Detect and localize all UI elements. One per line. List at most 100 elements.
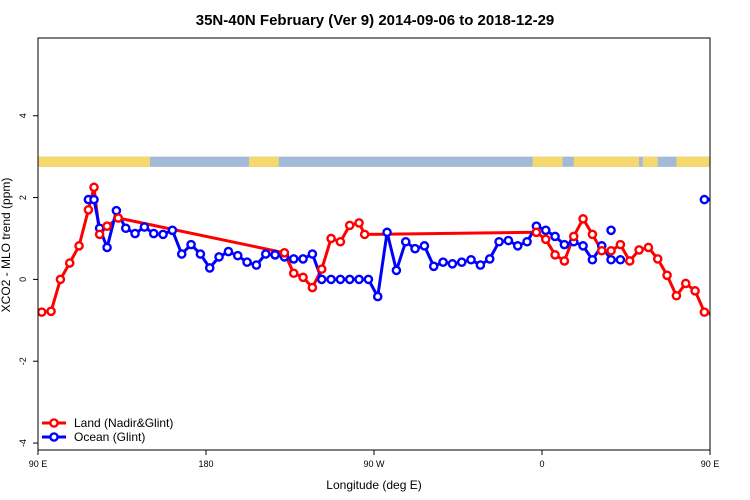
ocean-series-point [176,249,187,259]
land-series-point [729,276,736,283]
land-series-point [113,213,124,223]
x-tick-label: 180 [198,459,213,469]
ocean-series-point [512,241,523,251]
land-band-segment [573,156,640,167]
land-series-point [359,229,370,240]
land-series-point [719,309,726,316]
ocean-series-point [130,228,140,239]
y-axis: -4 -2 0 2 4 [18,113,38,447]
land-band-segment [532,156,563,167]
land-series-point [307,282,318,293]
land-series-point [540,234,551,245]
ocean-series-point [204,263,215,273]
land-series-point [708,311,710,318]
y-axis-label: XCO2 - MLO trend (ppm) [0,178,13,313]
land-series-point [83,205,94,215]
ocean-series-point [503,235,514,246]
ocean-series-point [363,274,374,285]
ocean-series-point [382,227,392,238]
land-series-point [64,258,75,268]
ocean-series-point [587,254,598,265]
ocean-series-point [372,291,383,302]
ocean-series-point [288,254,299,264]
legend-land-marker [49,418,59,428]
land-series-point [738,259,745,266]
ocean-series-point [447,259,458,269]
ocean-series-point [167,225,178,236]
ocean-series-point [223,246,234,257]
ocean-series-point [335,274,346,285]
ocean-series-point [242,257,252,268]
land-series-point [335,236,346,247]
land-band-segment [642,156,658,167]
ocean-series-point [466,254,476,265]
land-series-point [615,239,626,250]
ocean-series-point [251,260,262,270]
ocean-series-point [186,239,196,250]
land-series-point [634,245,644,255]
ocean-series-point [475,260,486,270]
ocean-series-point [738,207,745,214]
ocean-series-point [158,229,168,240]
land-series-point [596,245,607,256]
land-series-point [662,270,672,281]
land-series-point [326,233,336,244]
x-tick-label: 90 E [29,459,48,469]
y-tick-label: -4 [18,439,28,447]
plot-frame [37,37,711,451]
ocean-series-point [729,244,736,251]
land-series-point [46,306,56,317]
land-series-point [316,264,327,274]
land-series-point [298,272,308,283]
ocean-series-point [260,249,271,259]
legend-ocean-label: Ocean (Glint) [74,430,145,444]
chart-title: 35N-40N February (Ver 9) 2014-09-06 to 2… [196,12,555,29]
ocean-series-point [494,236,504,247]
x-tick-label: 0 [539,459,544,469]
land-series-point [94,229,105,240]
land-series-point [55,274,66,285]
legend: Land (Nadir&Glint) Ocean (Glint) [42,416,173,444]
land-band-segment [676,156,710,167]
ocean-band [38,156,710,167]
land-series-point [587,229,598,240]
land-series-point [680,278,691,289]
ocean-series-point [344,274,355,285]
y-tick-label: -2 [18,357,28,365]
ocean-series-point [419,241,430,251]
ocean-series-point [139,222,150,232]
land-series-point [344,220,355,231]
legend-land-label: Land (Nadir&Glint) [74,416,173,430]
series-layer [38,182,745,318]
land-series-point [279,247,290,258]
land-series-point [699,307,710,317]
land-series-point [288,268,299,279]
land-series-point [624,256,635,266]
land-band-segment [248,156,279,167]
ocean-series-point [578,241,588,251]
land-series-point [652,254,663,264]
land-series-point [531,227,542,238]
ocean-series-point [307,249,318,259]
land-series-point [578,214,588,224]
ocean-series-point [391,265,402,276]
land-series-point [354,218,364,228]
land-series-point [568,231,579,242]
ocean-series-point [559,239,570,250]
land-series-point [89,182,99,193]
ocean-series-point [354,274,364,285]
ocean-series-point [326,274,336,285]
land-series-point [671,290,682,301]
y-tick-label: 4 [18,113,28,118]
ocean-series-point [195,249,206,259]
ocean-series-point [606,254,616,265]
y-tick-label: 2 [18,195,28,200]
ocean-series-point [410,243,420,254]
x-tick-label: 90 W [363,459,385,469]
land-series-point [74,241,84,251]
ocean-series-point [550,231,560,242]
ocean-series-point [540,225,551,236]
ocean-series-point [615,254,626,265]
land-band-segment [708,156,710,167]
